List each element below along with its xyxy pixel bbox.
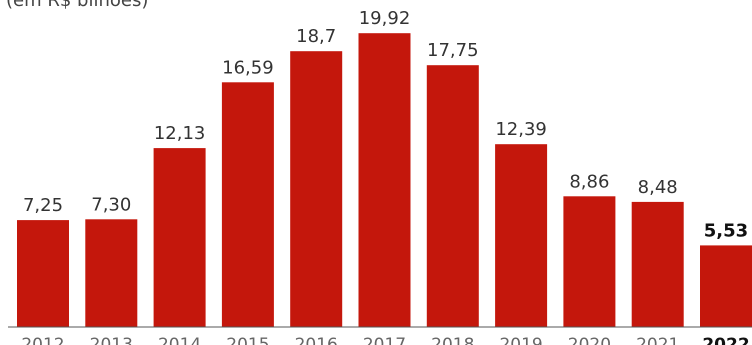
x-tick-label-2022: 2022: [702, 335, 749, 345]
value-label-2014: 12,13: [154, 123, 206, 144]
value-label-2018: 17,75: [427, 40, 479, 61]
x-tick-label-2015: 2015: [226, 335, 269, 345]
bar-2016: [290, 51, 343, 327]
x-tick-label-2013: 2013: [90, 335, 133, 345]
bar-2015: [221, 82, 274, 327]
bars-group: [17, 33, 752, 327]
x-tick-label-2019: 2019: [499, 335, 542, 345]
value-label-2020: 8,86: [569, 171, 609, 192]
x-tick-label-2021: 2021: [636, 335, 679, 345]
x-tick-label-2020: 2020: [568, 335, 611, 345]
value-label-2021: 8,48: [638, 177, 678, 198]
bar-2018: [426, 65, 479, 327]
bar-2022: [700, 245, 752, 327]
value-label-2022: 5,53: [704, 220, 748, 241]
value-label-2016: 18,7: [296, 26, 336, 47]
bar-2014: [153, 148, 206, 327]
bar-2017: [358, 33, 411, 327]
value-label-2012: 7,25: [23, 195, 63, 216]
x-tick-label-2016: 2016: [295, 335, 338, 345]
value-labels-group: 7,25 7,30 12,13 16,59 18,7 19,92 17,75 12,39 8,8…: [23, 8, 748, 241]
chart-subtitle: (em R$ bilhões): [6, 0, 148, 11]
bar-2013: [85, 219, 138, 327]
x-tick-label-2018: 2018: [431, 335, 474, 345]
x-tick-label-2017: 2017: [363, 335, 406, 345]
bar-2021: [631, 201, 684, 327]
value-label-2017: 19,92: [359, 8, 411, 29]
bar-2020: [563, 196, 616, 327]
value-label-2019: 12,39: [495, 119, 547, 140]
value-label-2013: 7,30: [91, 194, 131, 215]
x-tick-label-2014: 2014: [158, 335, 201, 345]
bar-2019: [495, 144, 548, 327]
x-tick-label-2012: 2012: [21, 335, 64, 345]
bar-2012: [17, 220, 69, 327]
value-label-2015: 16,59: [222, 57, 274, 78]
x-tick-labels-group: 2012 2013 2014 2015 2016 2017 2018 2019 2020 2021…: [21, 335, 749, 345]
